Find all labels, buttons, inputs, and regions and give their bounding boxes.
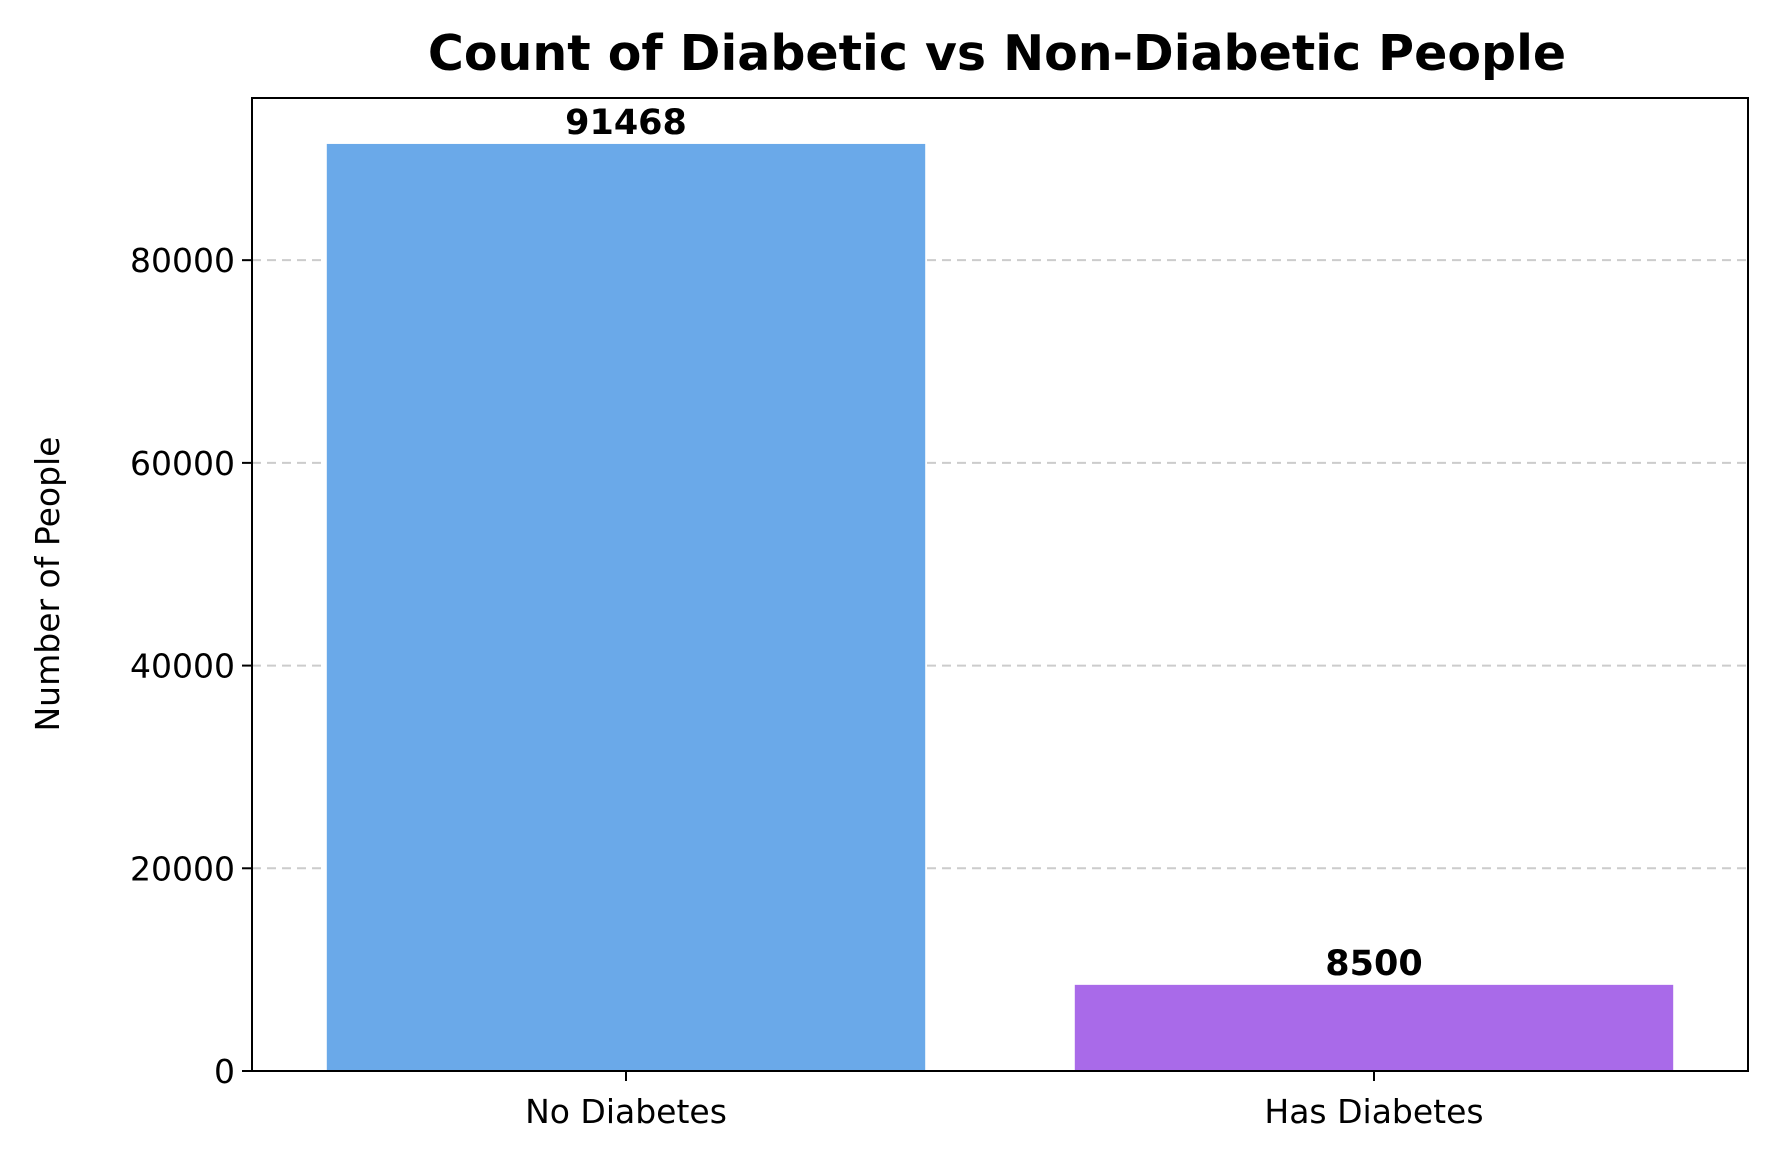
bars	[326, 143, 1674, 1071]
x-tick-label: Has Diabetes	[1264, 1092, 1483, 1131]
y-tick-label: 80000	[130, 241, 235, 280]
bar-value-label: 8500	[1325, 944, 1422, 984]
gridlines	[252, 259, 1748, 870]
bar-value-labels: 91468 8500	[565, 103, 1423, 984]
bar-no-diabetes	[326, 143, 926, 1071]
x-axis-ticks: No Diabetes Has Diabetes	[525, 1071, 1484, 1131]
bar-value-label: 91468	[565, 103, 687, 143]
plot-frame	[251, 97, 1749, 1072]
y-axis-label: Number of People	[28, 437, 67, 732]
x-tick-label: No Diabetes	[525, 1092, 727, 1131]
y-tick-label: 0	[214, 1052, 235, 1091]
chart-title: Count of Diabetic vs Non-Diabetic People	[428, 25, 1566, 82]
y-tick-label: 40000	[130, 647, 235, 686]
bar-has-diabetes	[1074, 984, 1674, 1071]
y-tick-label: 20000	[130, 849, 235, 888]
y-tick-label: 60000	[130, 444, 235, 483]
y-axis-ticks: 0 20000 40000 60000 80000	[130, 241, 252, 1091]
